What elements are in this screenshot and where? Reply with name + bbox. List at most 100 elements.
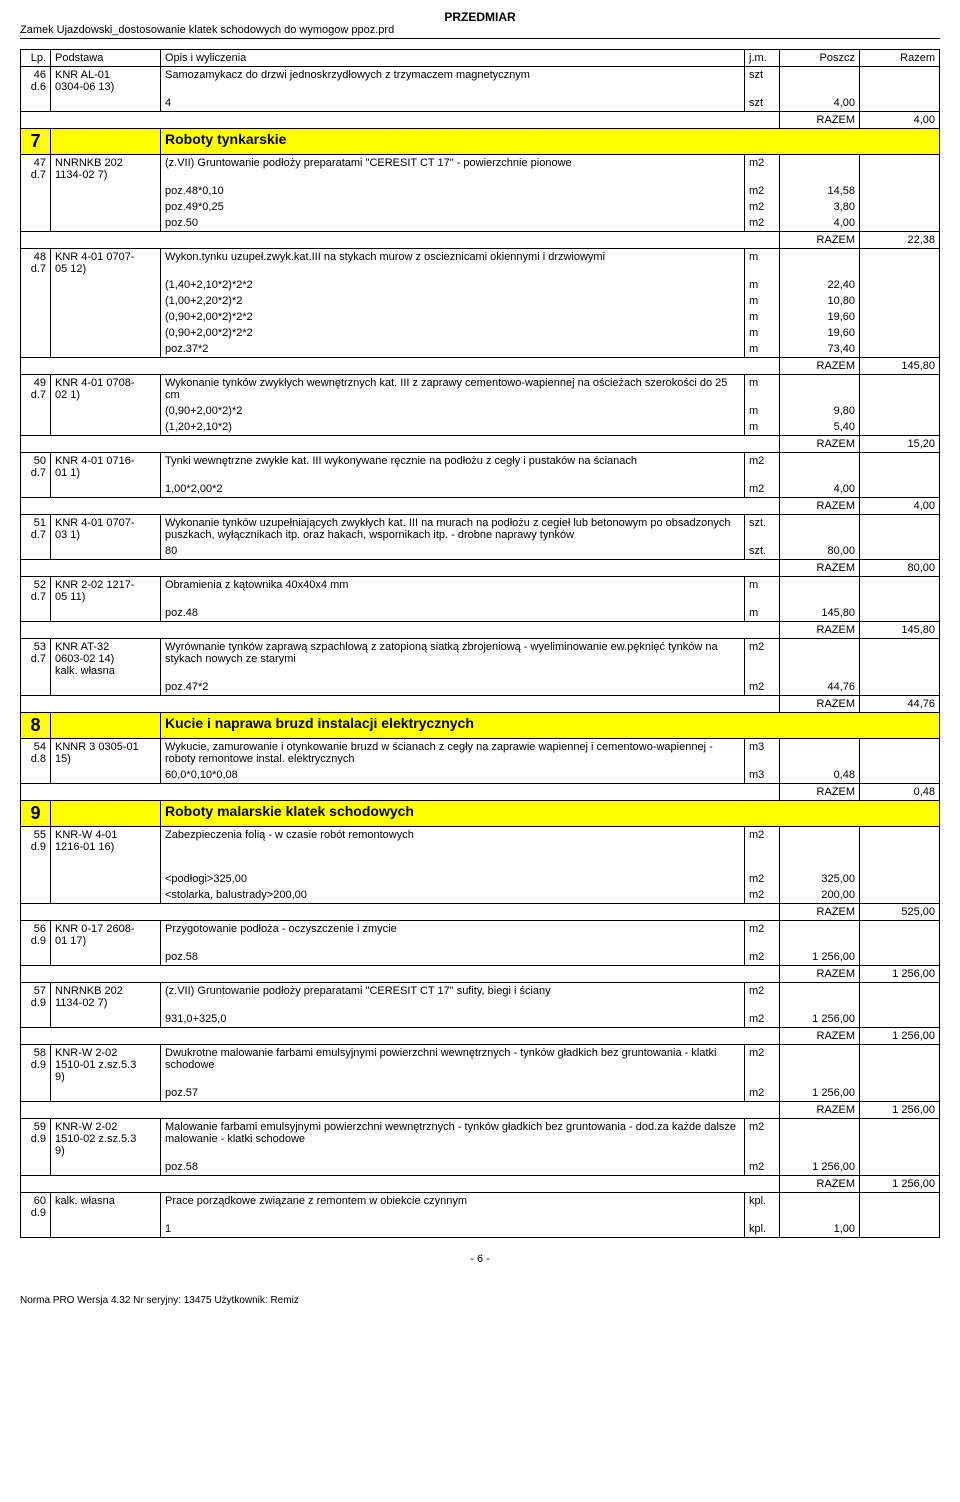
jm: szt.: [745, 515, 780, 544]
podst: KNR AT-32: [55, 641, 109, 653]
val: 3,80: [780, 199, 860, 215]
razem-label: RAZEM: [780, 696, 860, 713]
val: 0,48: [780, 767, 860, 784]
calc: poz.57: [161, 1085, 745, 1102]
razem-row: RAZEM15,20: [21, 436, 940, 453]
podst2: 05 12): [55, 263, 86, 275]
podst3: 9): [55, 1071, 65, 1083]
table-row: (1,40+2,10*2)*2*2m22,40: [21, 277, 940, 293]
podst: NNRNKB 202: [55, 985, 123, 997]
table-row: (1,20+2,10*2)m5,40: [21, 419, 940, 436]
lp: 46: [34, 69, 46, 81]
podst2: 1216-01 16): [55, 841, 114, 853]
jm: m2: [745, 949, 780, 966]
podst: KNR-W 2-02: [55, 1047, 117, 1059]
table-row: 4 szt 4,00: [21, 95, 940, 112]
calc: (1,00+2,20*2)*2: [161, 293, 745, 309]
table-row: poz.58m21 256,00: [21, 949, 940, 966]
podst: KNR 4-01 0707-: [55, 251, 135, 263]
table-row: 59d.9 KNR-W 2-021510-02 z.sz.5.39) Malow…: [21, 1119, 940, 1160]
calc: 1,00*2,00*2: [161, 481, 745, 498]
razem-val: 1 256,00: [860, 966, 940, 983]
sub: d.7: [31, 389, 46, 401]
podst: KNR 4-01 0707-: [55, 517, 135, 529]
col-poszcz: Poszcz: [780, 50, 860, 67]
val: 10,80: [780, 293, 860, 309]
calc: poz.37*2: [161, 341, 745, 358]
sub: d.9: [31, 1133, 46, 1145]
section-row: 9 Roboty malarskie klatek schodowych: [21, 801, 940, 827]
jm: m: [745, 419, 780, 436]
val: 145,80: [780, 605, 860, 622]
jm: szt: [745, 67, 780, 96]
podst3: kalk. własna: [55, 665, 115, 677]
table-row: 47d.7 NNRNKB 2021134-02 7) (z.VII) Grunt…: [21, 155, 940, 184]
jm: m: [745, 277, 780, 293]
sub: d.7: [31, 591, 46, 603]
opis: Prace porządkowe związane z remontem w o…: [161, 1193, 745, 1222]
calc: poz.48: [161, 605, 745, 622]
calc: 80: [161, 543, 745, 560]
col-opis: Opis i wyliczenia: [161, 50, 745, 67]
jm: m2: [745, 887, 780, 904]
razem-row: RAZEM1 256,00: [21, 1102, 940, 1119]
table-row: (0,90+2,00*2)*2*2m19,60: [21, 309, 940, 325]
table-row: poz.48m145,80: [21, 605, 940, 622]
table-row: [21, 855, 940, 871]
jm: kpl.: [745, 1221, 780, 1238]
table-row: 60d.9 kalk. własna Prace porządkowe zwią…: [21, 1193, 940, 1222]
val: 73,40: [780, 341, 860, 358]
table-row: 51d.7 KNR 4-01 0707-03 1) Wykonanie tynk…: [21, 515, 940, 544]
jm: m2: [745, 1159, 780, 1176]
calc: 4: [161, 95, 745, 112]
table-row: poz.48*0,10m214,58: [21, 183, 940, 199]
calc: poz.48*0,10: [161, 183, 745, 199]
jm: m2: [745, 639, 780, 680]
table-row: poz.57m21 256,00: [21, 1085, 940, 1102]
val: 4,00: [780, 95, 860, 112]
podst: KNR 2-02 1217-: [55, 579, 135, 591]
jm: m: [745, 325, 780, 341]
razem-label: RAZEM: [780, 966, 860, 983]
sub: d.9: [31, 935, 46, 947]
opis: (z.VII) Gruntowanie podłoży preparatami …: [161, 155, 745, 184]
calc: <podłogi>325,00: [161, 871, 745, 887]
table-row: poz.50m24,00: [21, 215, 940, 232]
opis: Wykon.tynku uzupeł.zwyk.kat.III na styka…: [161, 249, 745, 278]
table-row: 55d.9 KNR-W 4-011216-01 16) Zabezpieczen…: [21, 827, 940, 856]
jm: m2: [745, 199, 780, 215]
razem-val: 4,00: [860, 112, 940, 129]
col-podstawa: Podstawa: [51, 50, 161, 67]
razem-row: RAZEM4,00: [21, 498, 940, 515]
jm: m: [745, 293, 780, 309]
opis: (z.VII) Gruntowanie podłoży preparatami …: [161, 983, 745, 1012]
razem-val: 1 256,00: [860, 1028, 940, 1045]
col-jm: j.m.: [745, 50, 780, 67]
calc: poz.47*2: [161, 679, 745, 696]
lp: 54: [34, 741, 46, 753]
podst: KNR 0-17 2608-: [55, 923, 135, 935]
jm: m: [745, 403, 780, 419]
jm: m3: [745, 739, 780, 768]
podst2: 1134-02 7): [55, 169, 107, 181]
table-row: 46d.6 KNR AL-010304-06 13) Samozamykacz …: [21, 67, 940, 96]
val: 5,40: [780, 419, 860, 436]
header-subtitle: Zamek Ujazdowski_dostosowanie klatek sch…: [20, 24, 940, 36]
table-row: 1kpl.1,00: [21, 1221, 940, 1238]
jm: m: [745, 605, 780, 622]
lp: 51: [34, 517, 46, 529]
razem-label: RAZEM: [780, 560, 860, 577]
jm: m2: [745, 453, 780, 482]
val: 4,00: [780, 481, 860, 498]
podst2: 02 1): [55, 389, 80, 401]
opis: Wyrównanie tynków zaprawą szpachlową z z…: [161, 639, 745, 680]
opis: Przygotowanie podłoża - oczyszczenie i z…: [161, 921, 745, 950]
razem-val: 1 256,00: [860, 1102, 940, 1119]
jm: m2: [745, 871, 780, 887]
razem-label: RAZEM: [780, 1102, 860, 1119]
razem-row: RAZEM44,76: [21, 696, 940, 713]
sub: d.7: [31, 263, 46, 275]
podst2: 03 1): [55, 529, 80, 541]
table-row: 1,00*2,00*2m24,00: [21, 481, 940, 498]
sub: d.7: [31, 653, 46, 665]
